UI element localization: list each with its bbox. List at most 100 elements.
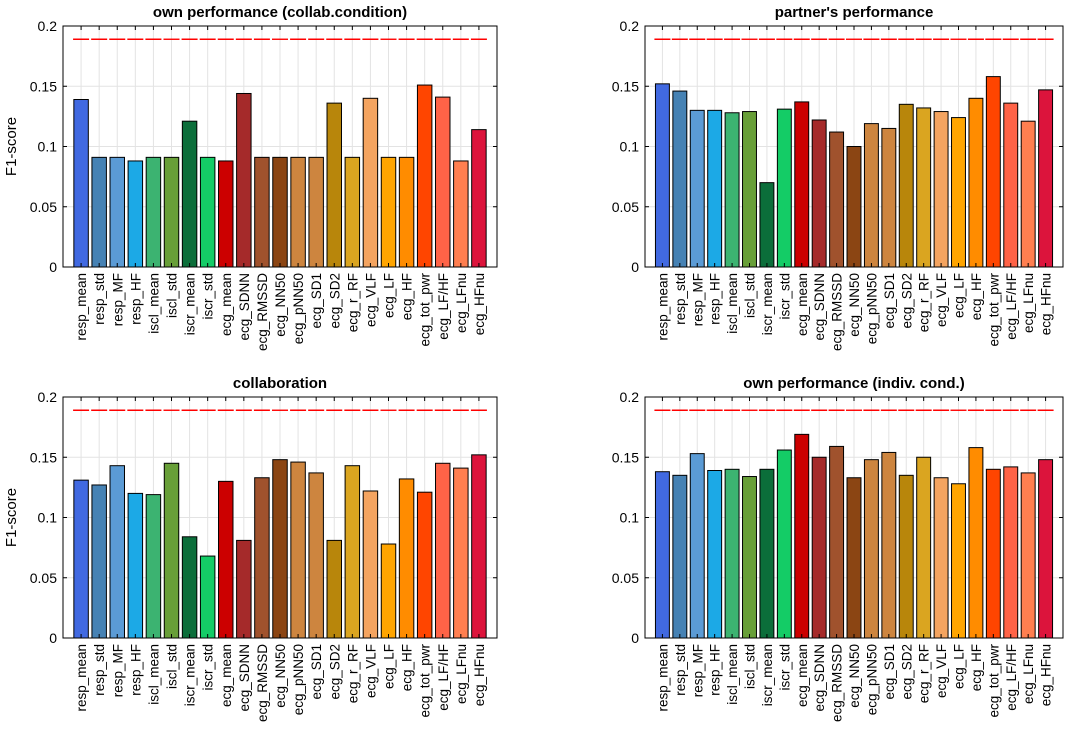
y-tick-label: 0.05 [30,199,57,215]
bar-ecg-lf-hf [1003,102,1019,268]
bar-iscl-mean [145,156,162,268]
x-category-label: iscl_std [165,644,180,689]
x-category-label: ecg_VLF [934,644,949,698]
x-category-label: ecg_r_RF [345,273,360,332]
y-axis: 0 0.05 0.1 0.15 0.2 [30,18,497,275]
x-category-label: ecg_LFnu [1021,644,1036,704]
x-category-label: ecg_NN50 [847,273,862,337]
x-category-label: iscr_std [777,273,792,320]
y-tick-label: 0.05 [30,570,57,586]
bar-resp-std [672,474,688,639]
bar-ecg-sd2 [326,102,342,268]
x-category-label: resp_MF [690,644,705,697]
bar-ecg-tot-pwr [416,491,433,639]
bar-ecg-r-rf [344,156,361,268]
x-category-label: resp_mean [655,273,670,341]
x-category-label: ecg_RMSSD [830,644,845,722]
x-category-label: resp_mean [74,644,89,712]
x-category-label: iscr_std [201,273,216,320]
bar-ecg-sdnn [236,92,252,268]
y-tick-label: 0.15 [612,78,639,94]
x-category-label: ecg_SD1 [882,644,897,700]
bar-iscr-std [776,449,792,639]
bar-ecg-vlf [362,490,379,639]
x-category-label: ecg_LF [382,273,397,318]
x-category-label: ecg_NN50 [273,644,288,708]
x-category-label: ecg_NN50 [847,644,862,708]
bar-ecg-lf [951,483,966,639]
bar-iscr-mean [759,182,775,268]
bar-resp-mf [109,156,125,268]
bar-ecg-sd1 [881,451,897,639]
x-category-label: iscl_mean [146,644,161,705]
x-category-label: resp_std [673,273,688,325]
x-category-label: ecg_pNN50 [291,273,306,344]
x-axis: resp_mean resp_std resp_MF resp_HF iscl_mean… [655,397,1054,722]
bar-resp-mean [654,471,670,639]
x-category-label: ecg_LF/HF [1004,644,1019,711]
bar-ecg-lf [951,117,966,268]
x-category-label: ecg_RMSSD [255,644,270,722]
x-category-label: ecg_LFnu [454,273,469,333]
bar-ecg-hf [968,97,984,268]
y-tick-label: 0.05 [612,199,639,215]
x-category-label: ecg_LFnu [1021,273,1036,333]
x-category-label: ecg_SDNN [237,644,252,712]
x-category-label: iscl_std [743,273,758,318]
bar-ecg-pnn50 [863,459,879,639]
x-category-label: resp_std [92,644,107,696]
x-category-label: iscr_std [201,644,216,691]
bar-ecg-nn50 [846,146,862,268]
bar-ecg-sd2 [898,474,914,639]
x-category-label: ecg_HFnu [472,644,487,706]
bar-ecg-sd2 [898,103,914,268]
y-tick-label: 0.1 [620,139,640,155]
bar-ecg-hf [398,156,415,268]
bars [654,433,1054,639]
bar-ecg-rmssd [829,445,845,639]
x-category-label: ecg_LF/HF [436,644,451,711]
bar-ecg-hf [398,478,415,639]
bar-ecg-sdnn [236,539,252,639]
x-category-label: ecg_LF/HF [436,273,451,340]
bar-ecg-lfnu [1020,120,1036,268]
bar-iscr-mean [181,120,198,268]
x-category-label: resp_mean [655,644,670,712]
x-category-label: iscr_std [777,644,792,691]
x-axis: resp_mean resp_std resp_MF resp_HF iscl_mean… [74,26,487,351]
x-category-label: ecg_LFnu [454,644,469,704]
bar-iscr-std [199,555,216,639]
y-tick-label: 0 [49,630,57,646]
bar-ecg-nn50 [272,459,288,639]
bar-ecg-pnn50 [863,123,879,268]
y-axis: 0 0.05 0.1 0.15 0.2 [30,389,497,646]
x-category-label: resp_mean [74,273,89,341]
x-category-label: ecg_VLF [363,273,378,327]
y-tick-label: 0 [631,259,639,275]
bar-ecg-rmssd [829,131,845,268]
bar-resp-hf [127,160,144,268]
x-category-label: ecg_pNN50 [864,273,879,344]
x-category-label: ecg_HF [969,273,984,320]
x-category-label: ecg_HFnu [472,273,487,335]
x-category-label: ecg_NN50 [273,273,288,337]
x-category-label: resp_HF [708,644,723,696]
y-tick-label: 0.1 [38,139,58,155]
bar-resp-mf [109,465,125,639]
x-category-label: resp_MF [690,273,705,326]
bar-resp-mean [73,479,89,639]
bar-ecg-hfnu [471,454,487,639]
bar-ecg-nn50 [846,477,862,639]
x-category-label: ecg_SD2 [327,273,342,329]
bar-ecg-lf-hf [1003,466,1019,639]
y-tick-label: 0.2 [38,18,58,34]
bar-resp-mf [689,109,705,268]
bar-ecg-lf-hf [435,462,451,639]
bar-resp-mean [654,83,670,268]
y-axis-label: F1-score [3,488,20,547]
bar-ecg-sd1 [308,156,324,268]
x-category-label: resp_MF [110,273,125,326]
x-category-label: iscr_mean [760,644,775,706]
x-category-label: ecg_SD1 [309,644,324,700]
bar-ecg-hfnu [1038,89,1054,268]
